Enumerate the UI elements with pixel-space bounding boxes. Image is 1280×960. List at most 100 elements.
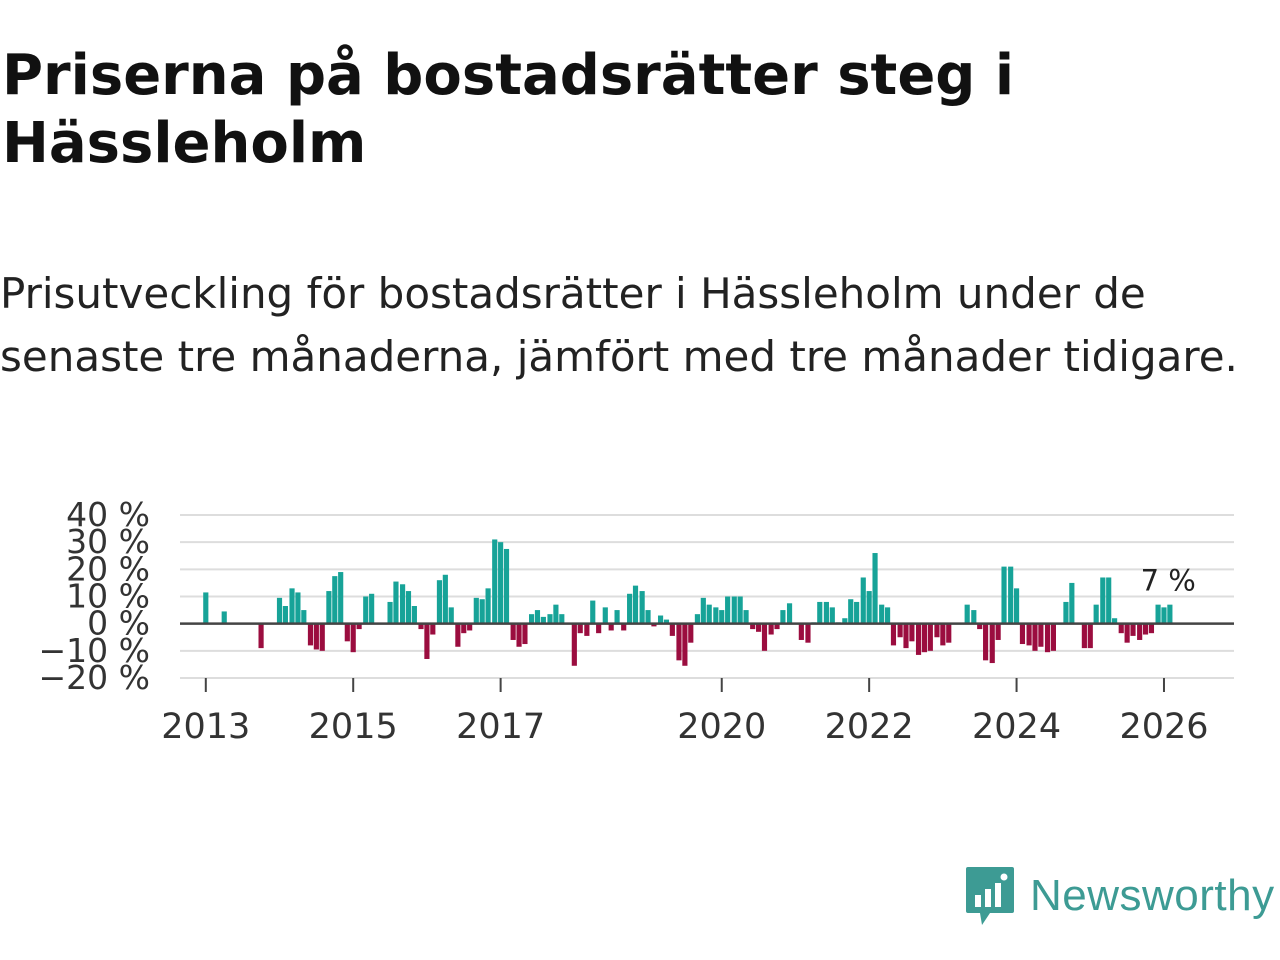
bar (805, 623, 811, 643)
bar (1137, 623, 1143, 640)
bar (436, 580, 443, 624)
bar (651, 623, 657, 627)
bar (823, 601, 829, 624)
bar (522, 623, 528, 645)
bar (282, 606, 288, 624)
bar (737, 596, 743, 624)
bar (713, 607, 719, 624)
bar (455, 623, 461, 647)
bar (424, 623, 430, 659)
y-tick-label: 30 % (66, 522, 150, 561)
bar (332, 576, 338, 624)
chart-subtitle: Prisutveckling för bostadsrätter i Hässl… (0, 269, 1238, 381)
bar (946, 623, 952, 643)
bar (430, 623, 436, 635)
bar (1130, 623, 1136, 636)
bar (798, 623, 804, 640)
bar (418, 623, 424, 630)
x-tick-label: 2013 (161, 707, 250, 747)
bar (632, 585, 639, 624)
bar (1106, 577, 1112, 624)
bar (934, 623, 940, 638)
bar (756, 623, 762, 632)
y-tick-label: 0 % (87, 604, 150, 643)
bar (645, 610, 651, 624)
y-tick-label: 40 % (66, 495, 150, 534)
bar (338, 572, 344, 624)
bar (676, 623, 682, 661)
bar (203, 592, 209, 624)
bar (903, 623, 909, 649)
bar (1155, 604, 1161, 624)
bar (1081, 623, 1087, 649)
bar (743, 610, 749, 624)
bar (492, 539, 498, 624)
bar (448, 607, 454, 624)
bar (669, 623, 675, 636)
bar (694, 614, 700, 624)
bar (817, 601, 823, 624)
bar (400, 584, 406, 624)
bar (614, 610, 620, 624)
bar (534, 610, 541, 624)
bar (1008, 566, 1014, 624)
bar (890, 623, 897, 646)
bar (473, 597, 479, 624)
bar (700, 597, 706, 624)
bar (860, 577, 866, 624)
bar (411, 606, 417, 624)
y-tick-label: 10 % (66, 577, 150, 616)
bar (498, 542, 504, 624)
newsworthy-logo-text: Newsworthy (1030, 871, 1275, 920)
bar (657, 615, 664, 624)
bar (461, 623, 467, 634)
x-tick-label: 2024 (972, 707, 1061, 747)
bar (977, 623, 983, 630)
bar (1050, 623, 1056, 651)
bar (688, 623, 694, 643)
bar (258, 623, 264, 649)
bar (528, 614, 535, 624)
bar (663, 619, 670, 624)
bar (1167, 604, 1173, 624)
bar (1100, 577, 1106, 624)
bar (571, 623, 577, 666)
bar (344, 623, 350, 642)
bar (719, 610, 725, 624)
newsworthy-logo: Newsworthy (964, 862, 1275, 930)
newsworthy-logo-icon (966, 867, 1014, 925)
bar (1112, 618, 1118, 624)
bar (780, 610, 786, 624)
bar (921, 623, 928, 653)
bar (1026, 623, 1032, 646)
bar (559, 614, 565, 624)
bar (897, 623, 903, 638)
bar (879, 604, 885, 624)
x-tick-label: 2017 (456, 707, 545, 747)
bar (553, 604, 559, 624)
bar (866, 591, 872, 624)
bar (927, 623, 933, 651)
bar (596, 623, 602, 634)
bar (1019, 623, 1026, 645)
bar (983, 623, 989, 661)
bar (995, 623, 1001, 640)
bar (627, 593, 633, 624)
bar (829, 607, 835, 624)
bar (682, 623, 688, 666)
bar (1013, 588, 1020, 624)
bar (639, 591, 645, 624)
x-tick-label: 2015 (309, 707, 398, 747)
bar (221, 611, 227, 624)
bar (761, 623, 768, 651)
bar (1124, 623, 1130, 643)
bar (363, 596, 369, 624)
bar (621, 623, 627, 631)
bar (768, 623, 774, 635)
bar (1093, 604, 1099, 624)
bar (276, 597, 283, 624)
bar (393, 581, 399, 624)
bar (989, 623, 995, 664)
bar (909, 623, 915, 642)
bar (1038, 623, 1044, 647)
